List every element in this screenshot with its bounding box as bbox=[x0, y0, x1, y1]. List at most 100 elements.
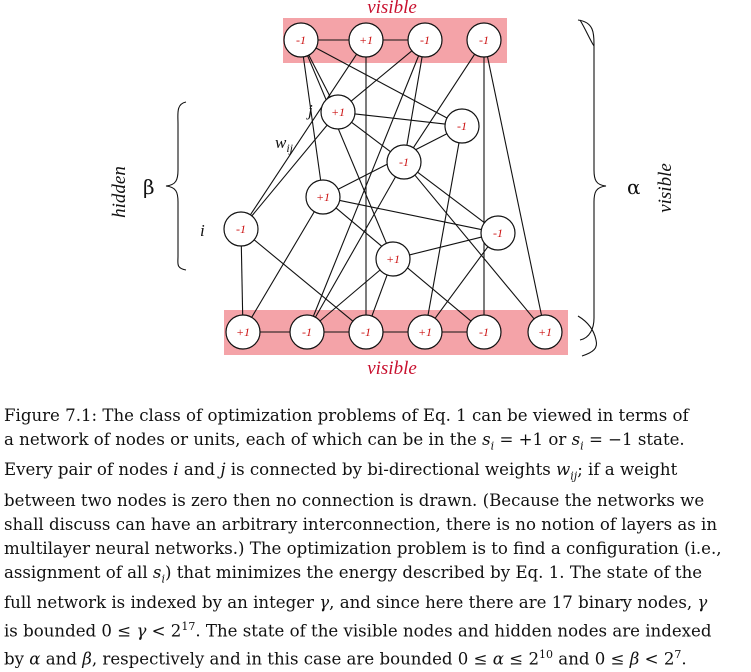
hidden-node-3: -1 bbox=[386, 144, 422, 180]
node-label-j: j bbox=[306, 101, 313, 120]
top-visible-node-1-circle bbox=[283, 22, 319, 58]
caption-line-10: by α and β, respectively and in this cas… bbox=[4, 648, 687, 669]
bottom-visible-node-1-value: +1 bbox=[236, 325, 250, 339]
caption-line-1: Figure 7.1: The class of optimization pr… bbox=[4, 406, 689, 425]
caption-line-5: shall discuss can have an arbitrary inte… bbox=[4, 514, 718, 534]
edge-22 bbox=[339, 199, 482, 231]
hidden-side-label: hidden bbox=[109, 166, 130, 218]
hidden-node-5-circle bbox=[480, 215, 516, 251]
edge-3 bbox=[315, 47, 448, 119]
edge-6 bbox=[308, 54, 331, 98]
bottom-visible-node-6: +1 bbox=[527, 314, 563, 350]
top-visible-node-3-value: -1 bbox=[420, 33, 430, 47]
node-label-i: i bbox=[200, 221, 205, 240]
weight-label: wij bbox=[275, 133, 294, 155]
top-visible-node-2: +1 bbox=[348, 22, 384, 58]
top-visible-node-1-value: -1 bbox=[296, 33, 306, 47]
caption-line-4: between two nodes is zero then no connec… bbox=[4, 490, 705, 510]
hidden-node-6-circle bbox=[223, 211, 259, 247]
caption-line-6: multilayer neural networks.) The optimiz… bbox=[4, 538, 722, 558]
edge-23 bbox=[251, 211, 315, 318]
figure-caption: Figure 7.1: The class of optimization pr… bbox=[4, 404, 744, 672]
top-visible-node-4-circle bbox=[466, 22, 502, 58]
bottom-visible-node-6-circle bbox=[527, 314, 563, 350]
weight-symbol: w bbox=[275, 133, 287, 152]
edge-4 bbox=[307, 55, 387, 244]
bottom-visible-node-2-value: -1 bbox=[302, 325, 312, 339]
top-brace-tip bbox=[579, 19, 595, 47]
top-visible-node-3-circle bbox=[407, 22, 443, 58]
caption-line-8: full network is indexed by an integer γ,… bbox=[4, 592, 708, 612]
edge-11 bbox=[312, 55, 420, 317]
bottom-visible-node-2-circle bbox=[289, 314, 325, 350]
nodes: -1 +1 -1 -1 +1 -1 -1 +1 -1 -1 +1 +1 -1 -1 +1 -1 +1 bbox=[223, 22, 563, 350]
edge-28 bbox=[253, 239, 354, 322]
bottom-visible-node-5-value: -1 bbox=[479, 325, 489, 339]
edge-7 bbox=[249, 53, 358, 216]
hidden-node-7-value: +1 bbox=[386, 252, 400, 266]
edge-26 bbox=[434, 246, 489, 319]
hidden-node-2: -1 bbox=[444, 108, 480, 144]
caption-line-7: assignment of all si) that minimizes the… bbox=[4, 562, 703, 585]
hidden-node-5: -1 bbox=[480, 215, 516, 251]
caption-line-2: a network of nodes or units, each of whi… bbox=[4, 430, 685, 453]
bottom-visible-node-5: -1 bbox=[466, 314, 502, 350]
hidden-node-1-value: +1 bbox=[331, 105, 345, 119]
edge-18 bbox=[427, 142, 460, 316]
weight-subscript: ij bbox=[286, 141, 293, 155]
hidden-node-5-value: -1 bbox=[493, 226, 503, 240]
edge-17 bbox=[251, 124, 328, 217]
bottom-visible-node-1: +1 bbox=[225, 314, 261, 350]
hidden-node-2-value: -1 bbox=[457, 119, 467, 133]
hidden-node-2-circle bbox=[444, 108, 480, 144]
edge-5 bbox=[302, 56, 322, 181]
bottom-visible-node-2: -1 bbox=[289, 314, 325, 350]
caption-line-9: is bounded 0 ≤ γ < 217. The state of the… bbox=[4, 619, 712, 641]
bottom-visible-node-4-circle bbox=[407, 314, 443, 350]
bottom-visible-node-4: +1 bbox=[407, 314, 443, 350]
edge-9 bbox=[406, 56, 423, 146]
edge-30 bbox=[319, 269, 381, 322]
top-visible-node-4-value: -1 bbox=[479, 33, 489, 47]
hidden-node-4: +1 bbox=[305, 179, 341, 215]
edge-20 bbox=[414, 174, 535, 320]
bottom-visible-node-4-value: +1 bbox=[418, 325, 432, 339]
hidden-node-7-circle bbox=[375, 241, 411, 277]
edge-29 bbox=[371, 274, 388, 317]
top-visible-label: visible bbox=[367, 0, 417, 18]
edge-13 bbox=[486, 56, 543, 316]
hidden-node-3-circle bbox=[386, 144, 422, 180]
bottom-visible-node-3-circle bbox=[348, 314, 384, 350]
bottom-visible-node-6-value: +1 bbox=[538, 325, 552, 339]
visible-side-label: visible bbox=[655, 163, 676, 213]
edge-25 bbox=[409, 236, 482, 256]
bottom-visible-node-5-circle bbox=[466, 314, 502, 350]
top-visible-node-2-circle bbox=[348, 22, 384, 58]
hidden-node-4-circle bbox=[305, 179, 341, 215]
bottom-brace-tip bbox=[577, 315, 598, 357]
hidden-node-6: -1 bbox=[223, 211, 259, 247]
visible-brace bbox=[577, 19, 607, 341]
bottom-visible-label: visible bbox=[367, 358, 417, 379]
caption-line-3: Every pair of nodes i and j is connected… bbox=[4, 460, 678, 483]
hidden-node-1-circle bbox=[320, 94, 356, 130]
top-visible-node-3: -1 bbox=[407, 22, 443, 58]
hidden-brace bbox=[165, 101, 187, 271]
top-visible-node-4: -1 bbox=[466, 22, 502, 58]
hidden-greek: β bbox=[143, 175, 155, 199]
top-visible-node-1: -1 bbox=[283, 22, 319, 58]
visible-greek: α bbox=[627, 175, 641, 199]
bottom-visible-node-3: -1 bbox=[348, 314, 384, 350]
edge-21 bbox=[314, 176, 397, 318]
edge-27 bbox=[240, 245, 244, 316]
hidden-node-3-value: -1 bbox=[399, 155, 409, 169]
bottom-visible-node-3-value: -1 bbox=[361, 325, 371, 339]
hidden-node-7: +1 bbox=[375, 241, 411, 277]
edge-15 bbox=[354, 113, 446, 125]
hidden-node-1: +1 bbox=[320, 94, 356, 130]
edges bbox=[240, 39, 543, 333]
hidden-node-6-value: -1 bbox=[236, 222, 246, 236]
network-diagram: visible visible -1 +1 -1 -1 +1 -1 -1 +1 -1 -1 +1 +1… bbox=[109, 0, 676, 379]
bottom-visible-node-1-circle bbox=[225, 314, 261, 350]
edge-10 bbox=[350, 50, 413, 102]
